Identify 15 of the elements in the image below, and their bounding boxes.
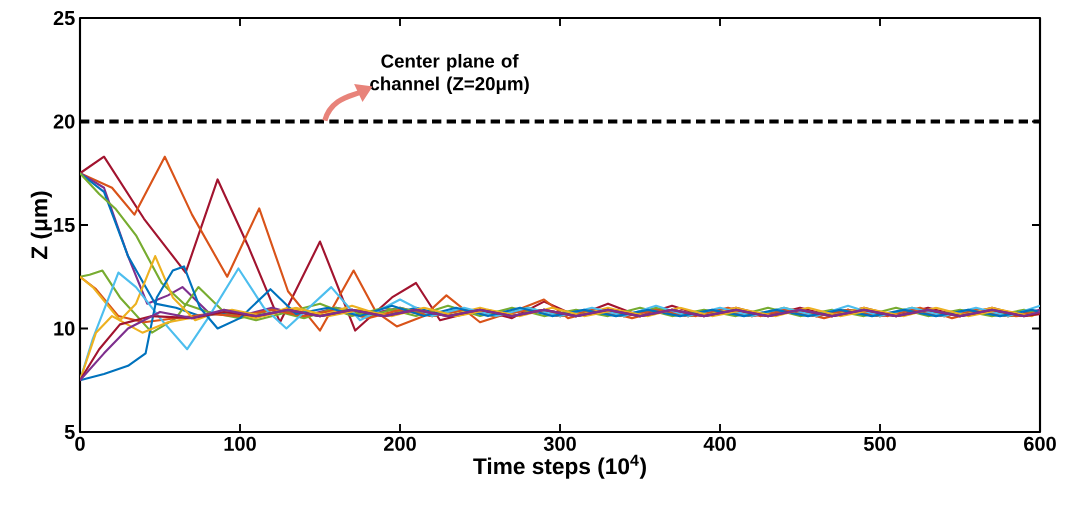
y-tick-label: 10 [54,321,75,336]
y-axis-title: Z (μm) [30,191,52,259]
y-tick-label: 5 [64,425,75,439]
y-tick-label: 25 [53,10,75,26]
y-tick-label: 20 [53,114,75,129]
y-tick-label: 15 [54,218,75,232]
x-tick-label: 100 [224,436,256,451]
x-tick-label: 300 [543,436,576,451]
x-tick-label: 500 [863,436,896,451]
x-tick-label: 600 [1024,436,1056,451]
x-tick-label: 0 [75,436,85,451]
x-tick-label: 200 [384,436,416,451]
x-tick-label: 400 [703,436,736,451]
ref-line-label: Center plane of channel (Z=20μm) [370,53,529,95]
x-axis-title: Time steps (10$^{4}$) [473,454,646,479]
